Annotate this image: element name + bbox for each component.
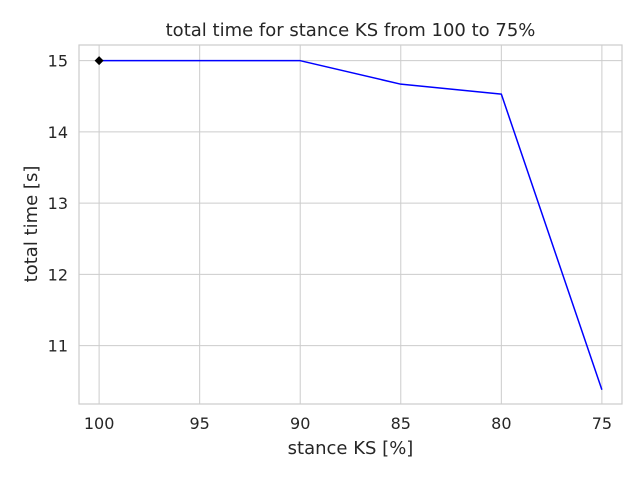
- x-tick-label: 90: [290, 414, 310, 433]
- y-tick-label: 15: [48, 52, 68, 71]
- chart-title: total time for stance KS from 100 to 75%: [166, 20, 536, 41]
- x-tick-labels: 100 95 90 85 80 75: [84, 414, 612, 433]
- y-tick-label: 13: [48, 194, 68, 213]
- y-tick-labels: 11 12 13 14 15: [48, 52, 68, 356]
- y-axis-label: total time [s]: [21, 166, 42, 283]
- x-tick-label: 100: [84, 414, 115, 433]
- x-tick-label: 75: [592, 414, 612, 433]
- y-tick-label: 12: [48, 265, 68, 284]
- x-axis-label: stance KS [%]: [288, 438, 414, 459]
- data-point-marker: [94, 56, 104, 66]
- marker-layer: [94, 56, 104, 66]
- y-tick-label: 14: [48, 123, 68, 142]
- plot-frame: [78, 44, 623, 405]
- series-layer: [99, 59, 603, 390]
- x-tick-label: 80: [491, 414, 511, 433]
- y-tick-label: 11: [48, 337, 68, 356]
- series-line: [99, 59, 603, 390]
- grid: [79, 45, 622, 404]
- x-tick-label: 95: [189, 414, 209, 433]
- x-tick-label: 85: [391, 414, 411, 433]
